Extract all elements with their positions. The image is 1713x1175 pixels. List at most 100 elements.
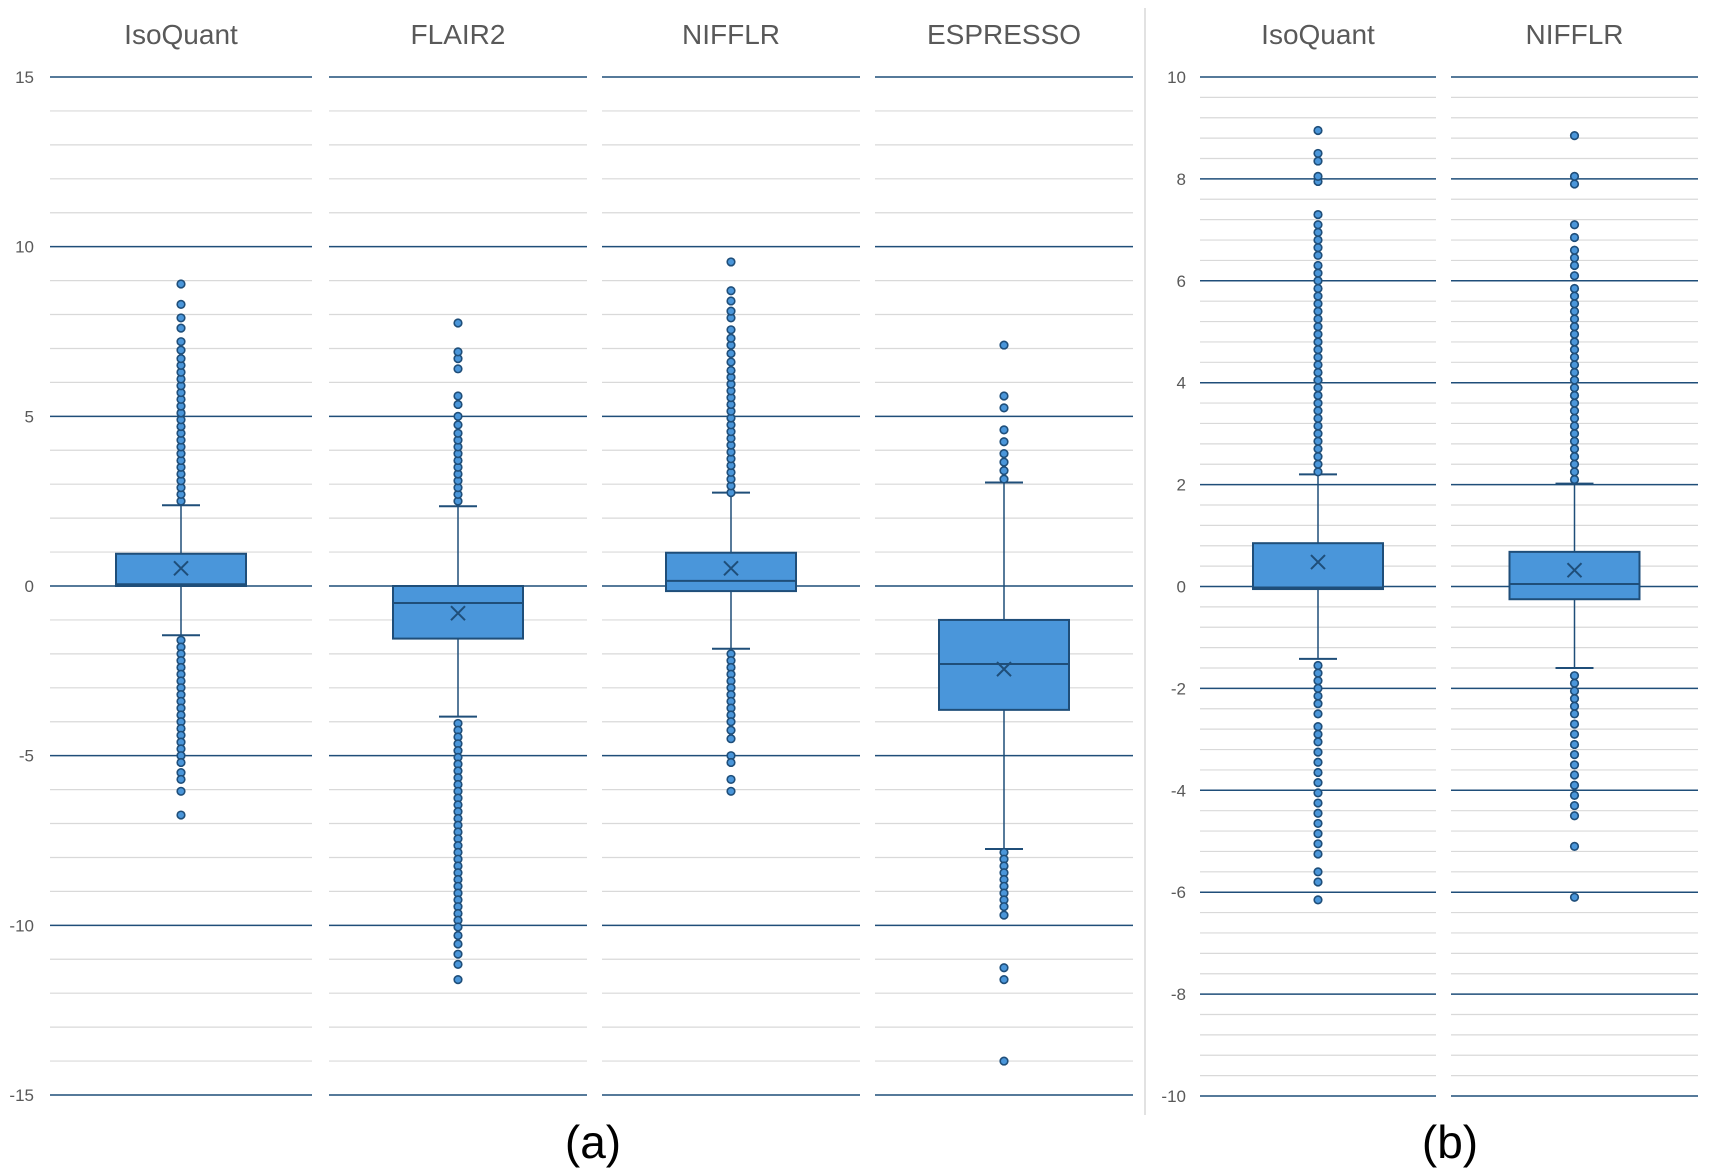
outlier-point <box>1569 245 1580 255</box>
outlier-point <box>1569 467 1580 477</box>
outlier-point <box>1569 337 1580 347</box>
outlier-point <box>1313 436 1323 446</box>
outlier-point <box>1569 375 1580 385</box>
outlier-point <box>726 786 736 796</box>
outlier-point <box>1569 729 1580 739</box>
outlier-point <box>726 325 736 335</box>
y-tick-label: 0 <box>1177 578 1186 597</box>
y-tick-label: 5 <box>25 407 34 426</box>
outlier-point <box>999 449 1009 459</box>
outlier-point <box>1569 474 1580 485</box>
outlier-point <box>1313 344 1323 355</box>
outlier-point <box>1569 436 1580 446</box>
outlier-point <box>999 457 1009 467</box>
iqr-box <box>115 552 247 587</box>
outlier-point <box>1313 421 1323 431</box>
outlier-point <box>1313 895 1323 905</box>
outlier-point <box>1313 467 1323 477</box>
outlier-point <box>1313 322 1323 332</box>
outlier-point <box>726 734 736 744</box>
outlier-point <box>1313 668 1323 678</box>
outlier-point <box>1313 699 1323 709</box>
outlier-point <box>1313 676 1323 686</box>
category-label-isoquant: IsoQuant <box>1261 19 1375 50</box>
outlier-point <box>999 963 1009 973</box>
outlier-point <box>999 425 1009 435</box>
outlier-point <box>1313 818 1323 829</box>
outlier-point <box>1569 459 1580 469</box>
outlier-point <box>1569 739 1580 750</box>
outlier-point <box>726 357 736 367</box>
outlier-point <box>1313 148 1323 159</box>
outlier-point <box>1569 283 1580 294</box>
outlier-point <box>1569 709 1580 719</box>
outlier-point <box>1569 260 1580 271</box>
outlier-point <box>726 757 736 768</box>
outlier-point <box>1569 671 1580 681</box>
outlier-point <box>1569 780 1580 790</box>
category-label-nifflr: NIFFLR <box>682 19 780 50</box>
outlier-point <box>1313 268 1323 278</box>
box-group-espresso: ESPRESSO <box>875 19 1133 1096</box>
outlier-point <box>1313 808 1323 818</box>
outlier-point <box>1313 444 1323 454</box>
panel-b-chart: 10 8 6 4 2 0 -2 -4 -6 -8 -10 IsoQuant NIFFLR <box>1161 19 1698 1106</box>
outlier-point <box>176 313 186 323</box>
outlier-point <box>1313 709 1323 719</box>
outlier-point <box>453 347 463 357</box>
outlier-point <box>999 340 1009 350</box>
outlier-point <box>1569 413 1580 423</box>
panel-b-caption: (b) <box>1422 1116 1478 1168</box>
y-tick-label: -2 <box>1171 679 1186 698</box>
outlier-point <box>999 910 1009 920</box>
outlier-point <box>1313 390 1323 401</box>
outlier-point <box>453 975 463 985</box>
outlier-point <box>1313 209 1323 220</box>
outlier-point <box>453 949 463 959</box>
outlier-point <box>1313 306 1323 316</box>
outlier-point <box>1313 737 1323 747</box>
outlier-point <box>453 391 463 401</box>
outlier-point <box>1569 367 1580 378</box>
mean-marker <box>450 605 466 621</box>
outlier-point <box>1313 451 1323 462</box>
outlier-point <box>999 1056 1009 1066</box>
outlier-point <box>1313 227 1323 237</box>
outlier-point <box>1569 383 1580 393</box>
outlier-point <box>726 257 736 267</box>
outlier-point <box>453 930 463 941</box>
outlier-point <box>1569 398 1580 408</box>
outlier-point <box>1569 299 1580 309</box>
outlier-point <box>1313 375 1323 385</box>
mean-marker <box>723 560 739 577</box>
outlier-point <box>1313 767 1323 778</box>
outlier-point <box>1313 660 1323 671</box>
outlier-point <box>726 286 736 296</box>
outlier-point <box>1569 892 1580 902</box>
outlier-point <box>1569 800 1580 811</box>
outlier-point <box>453 364 463 374</box>
category-label-nifflr: NIFFLR <box>1526 19 1624 50</box>
outlier-point <box>1313 299 1323 309</box>
outlier-point <box>1313 747 1323 757</box>
iqr-box <box>665 551 797 593</box>
outlier-point <box>1313 398 1323 408</box>
outlier-point <box>1569 171 1580 181</box>
outlier-point <box>176 774 186 785</box>
outlier-point <box>453 939 463 949</box>
outlier-point <box>1313 867 1323 877</box>
category-label-flair2: FLAIR2 <box>411 19 506 50</box>
outlier-point <box>1569 390 1580 401</box>
outlier-point <box>1313 352 1323 362</box>
y-tick-label: 8 <box>1177 170 1186 189</box>
outlier-point <box>1313 125 1323 136</box>
outlier-point <box>1569 451 1580 462</box>
outlier-point <box>1569 421 1580 431</box>
outlier-point <box>1569 360 1580 370</box>
outlier-point <box>726 296 736 306</box>
outlier-point <box>1569 719 1580 729</box>
outlier-point <box>1313 360 1323 370</box>
outlier-point <box>1569 179 1580 189</box>
outlier-point <box>999 474 1009 484</box>
outlier-point <box>1313 429 1323 439</box>
